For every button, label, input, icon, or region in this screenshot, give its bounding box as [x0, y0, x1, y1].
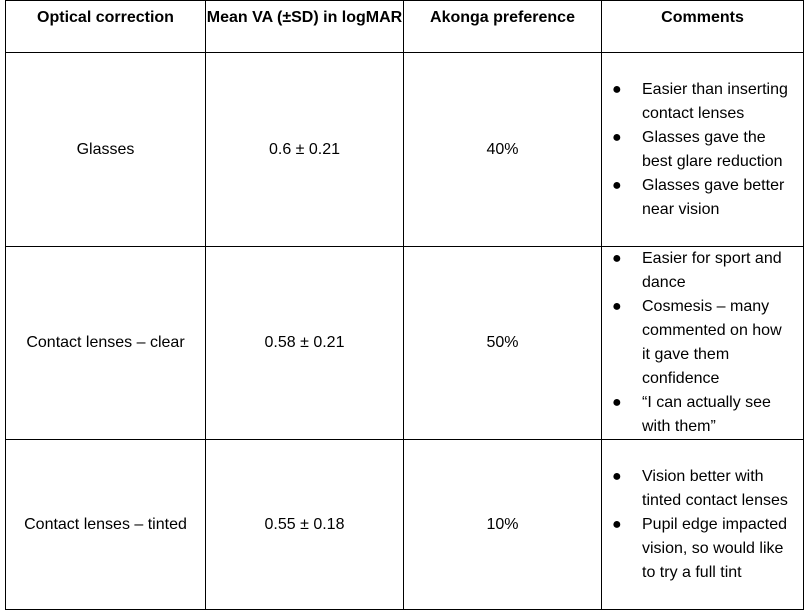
cell-preference: 50%: [403, 246, 602, 440]
cell-mean-va: 0.58 ± 0.21: [205, 246, 404, 440]
comment-list: ● Vision better with tinted contact lense…: [602, 465, 803, 585]
comment-list: ● Easier than inserting contact lenses ● G…: [602, 78, 803, 222]
cell-comments: ● Vision better with tinted contact lense…: [601, 439, 804, 610]
comment-item: ● Vision better with tinted contact lense…: [602, 465, 803, 513]
cell-comments: ● Easier for sport and dance ● Cosmesis – …: [601, 246, 804, 440]
comment-item: ● Easier for sport and dance: [602, 247, 803, 295]
bullet-icon: ●: [612, 394, 622, 411]
cell-correction: Contact lenses – clear: [5, 246, 206, 440]
cell-mean-va: 0.55 ± 0.18: [205, 439, 404, 610]
comment-text: Pupil edge impacted vision, so would lik…: [642, 515, 787, 581]
cell-preference: 10%: [403, 439, 602, 610]
comment-item: ● “I can actually see with them”: [602, 391, 803, 439]
comment-text: Easier for sport and dance: [642, 250, 782, 291]
bullet-icon: ●: [612, 515, 622, 533]
header-mean-va: Mean VA (±SD) in logMAR: [205, 0, 404, 53]
header-comments: Comments: [601, 0, 804, 53]
bullet-icon: ●: [612, 298, 622, 315]
table-row: Contact lenses – clear 0.58 ± 0.21 50% ●…: [5, 246, 804, 440]
comment-item: ● Cosmesis – many commented on how it gav…: [602, 295, 803, 391]
comment-text: Cosmesis – many commented on how it gave…: [642, 298, 782, 387]
results-table: Optical correction Mean VA (±SD) in logM…: [5, 0, 804, 610]
comment-text: Vision better with tinted contact lenses: [642, 467, 788, 509]
table-header-row: Optical correction Mean VA (±SD) in logM…: [5, 0, 804, 53]
bullet-icon: ●: [612, 80, 622, 98]
comment-list: ● Easier for sport and dance ● Cosmesis – …: [602, 247, 803, 439]
header-optical-correction: Optical correction: [5, 0, 206, 53]
comment-item: ● Glasses gave better near vision: [602, 174, 803, 222]
comment-text: “I can actually see with them”: [642, 394, 771, 435]
bullet-icon: ●: [612, 250, 622, 267]
comment-text: Easier than inserting contact lenses: [642, 80, 788, 122]
table-row: Contact lenses – tinted 0.55 ± 0.18 10% …: [5, 439, 804, 610]
bullet-icon: ●: [612, 467, 622, 485]
cell-mean-va: 0.6 ± 0.21: [205, 52, 404, 247]
comment-item: ● Pupil edge impacted vision, so would li…: [602, 513, 803, 585]
comment-text: Glasses gave the best glare reduction: [642, 128, 783, 170]
comment-item: ● Glasses gave the best glare reduction: [602, 126, 803, 174]
header-akonga-preference: Akonga preference: [403, 0, 602, 53]
bullet-icon: ●: [612, 128, 622, 146]
bullet-icon: ●: [612, 176, 622, 194]
cell-preference: 40%: [403, 52, 602, 247]
table-row: Glasses 0.6 ± 0.21 40% ● Easier than inse…: [5, 52, 804, 247]
cell-comments: ● Easier than inserting contact lenses ● G…: [601, 52, 804, 247]
comment-text: Glasses gave better near vision: [642, 176, 785, 218]
cell-correction: Glasses: [5, 52, 206, 247]
cell-correction: Contact lenses – tinted: [5, 439, 206, 610]
comment-item: ● Easier than inserting contact lenses: [602, 78, 803, 126]
